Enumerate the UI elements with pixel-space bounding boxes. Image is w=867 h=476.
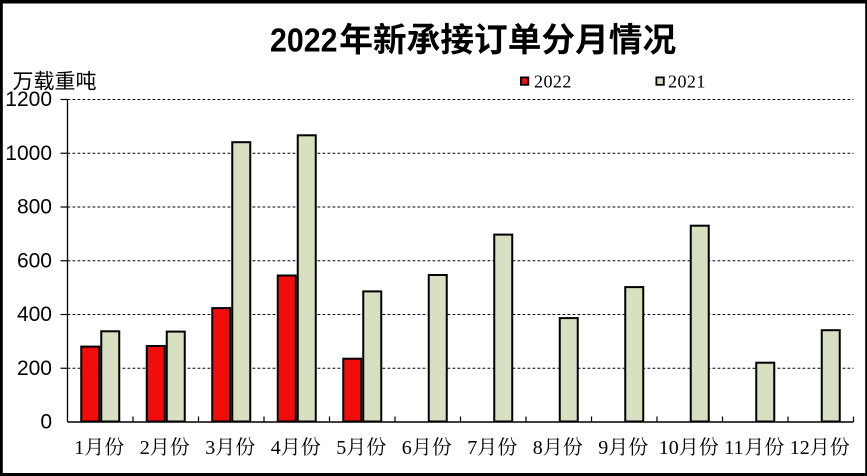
svg-text:9: 9 <box>598 437 608 459</box>
svg-text:12: 12 <box>790 437 810 459</box>
svg-text:2022: 2022 <box>534 72 572 92</box>
svg-text:1000: 1000 <box>5 142 52 165</box>
svg-text:8: 8 <box>533 437 543 459</box>
svg-text:4: 4 <box>271 437 281 459</box>
svg-text:2022: 2022 <box>270 21 337 59</box>
svg-text:1: 1 <box>74 437 84 459</box>
svg-text:800: 800 <box>17 196 52 219</box>
svg-text:1200: 1200 <box>5 88 52 111</box>
svg-text:2021: 2021 <box>668 72 706 92</box>
svg-text:5: 5 <box>336 437 346 459</box>
svg-text:0: 0 <box>40 411 52 434</box>
svg-text:10: 10 <box>659 437 679 459</box>
svg-text:7: 7 <box>467 437 477 459</box>
svg-text:200: 200 <box>17 357 52 380</box>
svg-text:3: 3 <box>205 437 215 459</box>
svg-text:11: 11 <box>724 437 743 459</box>
svg-text:2: 2 <box>140 437 150 459</box>
svg-text:400: 400 <box>17 303 52 326</box>
svg-text:600: 600 <box>17 249 52 272</box>
svg-text:6: 6 <box>402 437 412 459</box>
